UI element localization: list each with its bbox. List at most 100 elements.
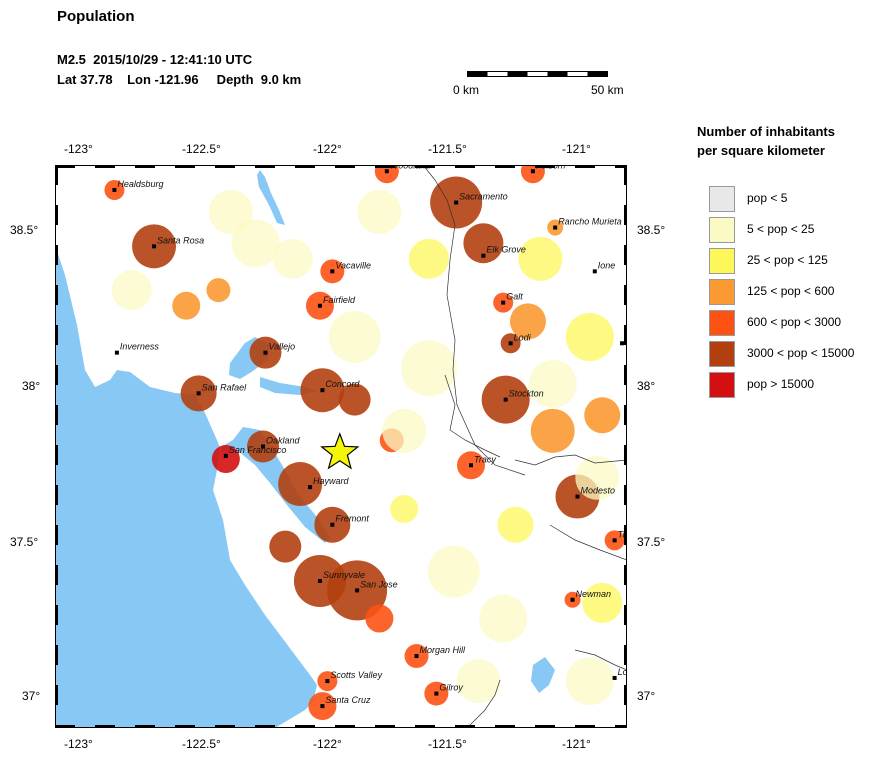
frame-tick	[255, 725, 275, 728]
frame-tick	[55, 165, 58, 185]
population-cell	[374, 165, 399, 184]
city-label: Healdsburg	[117, 179, 163, 189]
scale-label-left: 0 km	[453, 83, 480, 97]
city-marker	[112, 188, 117, 193]
reservoir	[531, 657, 555, 693]
frame-tick	[55, 645, 58, 665]
frame-tick	[375, 165, 395, 168]
legend-swatch	[709, 186, 735, 212]
legend-title-line: per square kilometer	[697, 143, 825, 158]
city-marker	[355, 588, 360, 593]
frame-tick	[55, 685, 58, 705]
frame-tick	[575, 725, 595, 728]
city-marker	[114, 350, 119, 355]
lon-tick-bottom: -121.5°	[428, 737, 467, 751]
frame-tick	[615, 725, 627, 728]
frame-tick	[55, 365, 58, 385]
frame-tick	[135, 165, 155, 168]
legend-label: 25 < pop < 125	[747, 253, 828, 267]
frame-tick	[255, 165, 275, 168]
frame-tick	[95, 725, 115, 728]
city-label: Lo	[618, 667, 627, 677]
population-cell	[575, 455, 620, 500]
frame-tick	[95, 165, 115, 168]
scale-bar	[467, 70, 608, 78]
city-label: Galt	[506, 292, 523, 302]
city-label: San Jose	[360, 579, 398, 589]
frame-tick	[175, 725, 195, 728]
city-label: San Francisco	[229, 445, 287, 455]
frame-tick	[624, 725, 627, 728]
frame-tick	[135, 725, 155, 728]
frame-tick	[175, 165, 195, 168]
legend-label: pop > 15000	[747, 377, 815, 391]
frame-tick	[335, 725, 355, 728]
population-cell	[328, 311, 381, 364]
legend-swatch	[709, 341, 735, 367]
population-cell	[582, 582, 623, 623]
event-info: M2.5 2015/10/29 - 12:41:10 UTC	[57, 52, 253, 67]
legend-swatch	[709, 248, 735, 274]
lon-tick-top: -123°	[64, 142, 93, 156]
frame-tick	[415, 165, 435, 168]
lon-tick-top: -121.5°	[428, 142, 467, 156]
population-cell	[528, 359, 577, 408]
frame-tick	[455, 725, 475, 728]
city-marker	[434, 691, 439, 696]
map-frame-ticks	[55, 165, 627, 728]
city-marker	[414, 654, 419, 659]
city-label: Inverness	[120, 342, 160, 352]
frame-tick	[624, 645, 627, 665]
frame-tick	[55, 525, 58, 545]
legend-swatch	[709, 217, 735, 243]
city-marker	[320, 704, 325, 709]
frame-tick	[495, 725, 515, 728]
frame-tick	[624, 605, 627, 625]
frame-tick	[415, 725, 435, 728]
legend-label: 600 < pop < 3000	[747, 315, 842, 329]
city-marker	[223, 453, 228, 458]
frame-tick	[624, 525, 627, 545]
population-cell	[584, 397, 621, 434]
san-francisco-bay	[221, 427, 330, 543]
city-marker	[501, 300, 506, 305]
population-cell	[479, 594, 528, 643]
legend-label: pop < 5	[747, 191, 788, 205]
frame-tick	[55, 445, 58, 465]
city-label: Tu	[618, 529, 627, 539]
city-marker	[263, 350, 268, 355]
city-marker	[508, 341, 513, 346]
frame-tick	[535, 165, 555, 168]
frame-tick	[55, 405, 58, 425]
city-marker	[320, 388, 325, 393]
frame-tick	[624, 245, 627, 265]
population-cell	[231, 219, 280, 268]
city-marker	[570, 597, 575, 602]
frame-tick	[624, 165, 627, 185]
frame-tick	[455, 165, 475, 168]
frame-tick	[55, 165, 75, 168]
city-label: San Rafael	[202, 382, 248, 392]
frame-tick	[55, 285, 58, 305]
frame-tick	[624, 325, 627, 345]
city-marker	[575, 494, 580, 499]
population-cell	[408, 238, 449, 279]
city-marker	[330, 269, 335, 274]
frame-tick	[295, 165, 315, 168]
population-cell	[111, 270, 152, 311]
city-label: Rancho Murieta	[558, 217, 622, 227]
city-label: Newman	[576, 589, 612, 599]
city-marker	[503, 397, 508, 402]
lat-tick-left: 38.5°	[10, 223, 39, 237]
city-label: Stockton	[509, 389, 544, 399]
city-label: Lodi	[514, 332, 532, 342]
frame-tick	[624, 445, 627, 465]
frame-tick	[624, 365, 627, 385]
city-label: Sacramento	[459, 192, 508, 202]
population-cell	[565, 313, 614, 362]
boundary-lines	[422, 165, 627, 726]
legend-label: 3000 < pop < 15000	[747, 346, 855, 360]
frame-tick	[55, 245, 58, 265]
population-cell	[382, 408, 427, 453]
